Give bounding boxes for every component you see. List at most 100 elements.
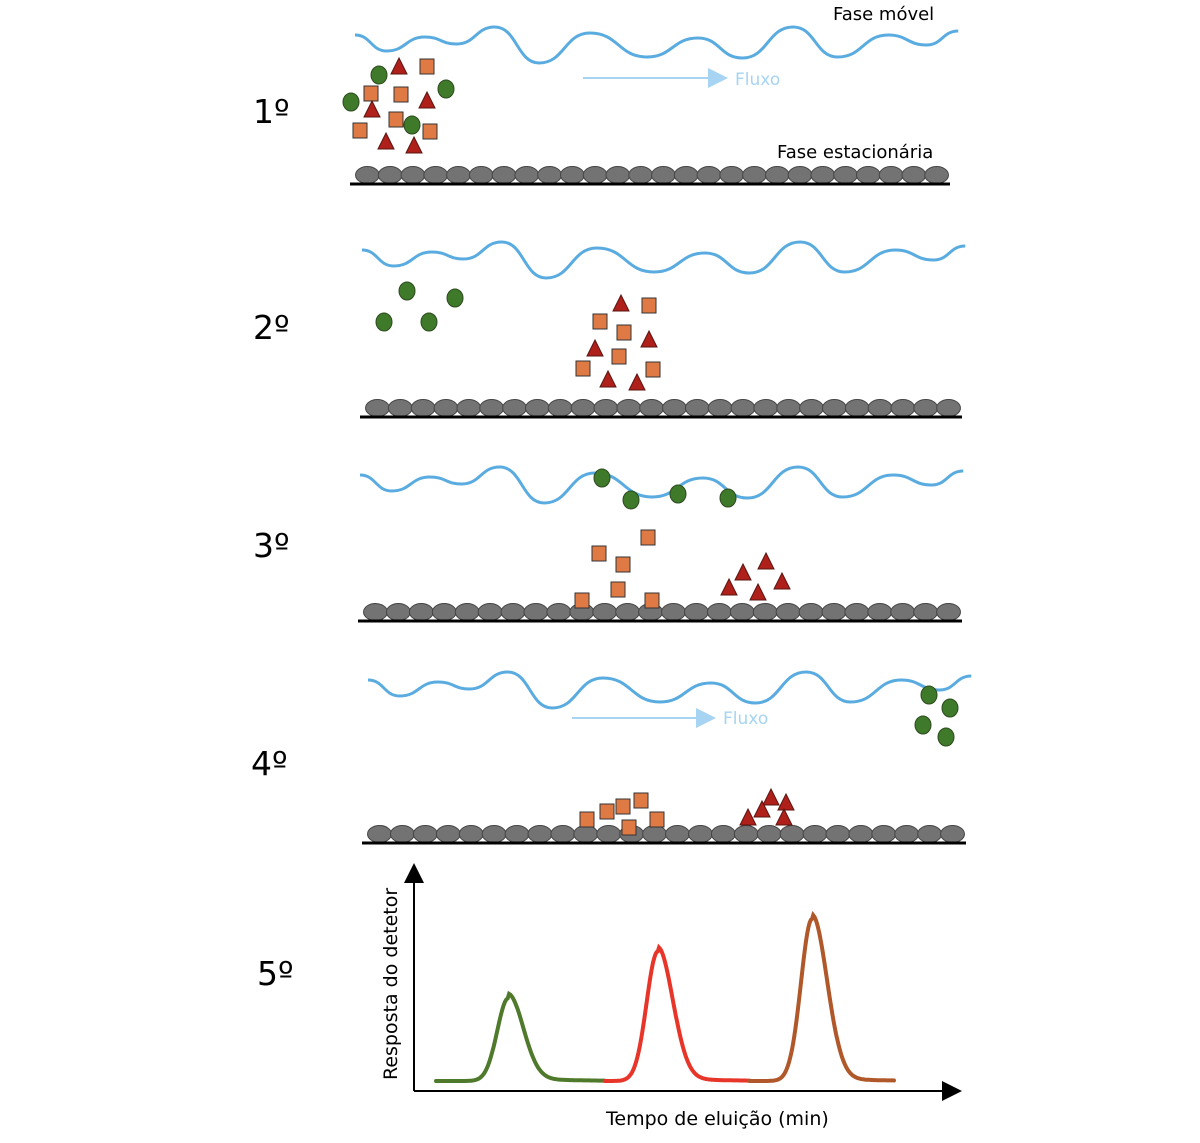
stationary-bead [573,825,599,843]
stationary-bead [878,166,904,184]
stationary-bead [742,166,767,184]
stationary-bead [764,166,790,184]
stationary-bead [776,399,802,417]
stationary-bead [730,399,756,417]
orange-square-molecule [575,360,591,377]
orange-square-molecule [621,819,637,836]
stationary-bead [673,166,699,184]
orange-square-molecule [633,792,649,809]
stationary-bead [787,166,813,184]
red-triangle-molecule [612,293,630,312]
step-label-5: 5º [257,954,294,993]
stationary-bead [833,166,858,184]
stationary-bead [890,603,916,621]
orange-square-molecule [645,361,661,378]
stationary-bead [446,166,471,184]
orange-square-molecule [611,348,627,365]
stationary-bead [433,399,459,417]
stationary-bead [389,825,415,843]
orange-square-molecule [422,123,438,140]
green-circle-molecule [669,484,687,504]
green-circle-molecule [593,468,611,488]
red-triangle-molecule [777,792,795,811]
flow-label-4: Fluxo [723,709,769,729]
stationary-bead [821,399,847,417]
mobile-phase-wave-2 [361,240,966,280]
step-label-4: 4º [251,744,288,783]
stationary-bead [550,825,576,843]
chromatogram-peak-1 [434,990,607,1083]
orange-square-molecule [574,592,590,609]
stationary-bead [596,825,622,843]
stationary-bead [547,399,573,417]
stationary-bead [706,603,732,621]
stationary-bead [514,166,540,184]
stationary-bead [798,603,824,621]
stationary-bead [458,825,484,843]
orange-square-molecule [419,58,435,75]
stationary-bead [400,166,426,184]
orange-square-molecule [363,85,379,102]
red-triangle-molecule [390,56,408,75]
stationary-bead [559,166,585,184]
orange-square-molecule [393,86,409,103]
orange-square-molecule [615,556,631,573]
stationary-bead [729,603,755,621]
red-triangle-molecule [586,338,604,357]
orange-square-molecule [610,581,626,598]
mobile-phase-wave-3 [359,465,964,505]
stationary-bead [477,603,503,621]
green-circle-molecule [403,115,421,135]
orange-square-molecule [644,592,660,609]
red-triangle-molecule [418,90,436,109]
step-label-3: 3º [253,526,290,565]
flow-label-1: Fluxo [735,70,781,90]
stationary-bead [913,399,939,417]
stationary-bead [615,603,641,621]
stationary-bead [940,825,965,843]
green-circle-molecule [375,312,393,332]
stationary-bead [410,399,436,417]
stationary-phase-4 [367,825,965,843]
green-circle-molecule [398,281,416,301]
stationary-bead [752,603,778,621]
stationary-bead [710,825,736,843]
stationary-bead [408,603,434,621]
stationary-bead [687,825,713,843]
red-triangle-molecule [720,577,738,596]
stationary-bead [367,825,392,843]
green-circle-molecule [342,92,360,112]
stationary-bead [456,399,482,417]
stationary-phase-1 [355,166,949,184]
stationary-bead [412,825,438,843]
stationary-bead [936,399,961,417]
stationary-bead [799,399,824,417]
stationary-bead [642,825,667,843]
stationary-bead [913,603,939,621]
stationary-bead [377,166,403,184]
stationary-bead [628,166,653,184]
orange-square-molecule [615,798,631,815]
chromatogram [404,863,962,1101]
stationary-bead [481,825,507,843]
stationary-bead [454,603,480,621]
stationary-bead [733,825,759,843]
red-triangle-molecule [734,562,752,581]
stationary-phase-label: Fase estacionária [777,142,934,163]
stationary-bead [592,603,618,621]
stationary-bead [527,825,553,843]
stationary-bead [924,166,949,184]
stationary-bead [707,399,733,417]
red-triangle-molecule [599,369,617,388]
red-triangle-molecule [363,99,381,118]
red-triangle-molecule [739,807,757,826]
stationary-bead [867,399,893,417]
x-axis-label: Tempo de eluição (min) [606,1108,829,1130]
stationary-bead [810,166,836,184]
stationary-bead [431,603,457,621]
y-axis-label: Resposta do detetor [380,887,402,1080]
stationary-bead [890,399,916,417]
green-circle-molecule [719,488,737,508]
red-triangle-molecule [773,571,791,590]
